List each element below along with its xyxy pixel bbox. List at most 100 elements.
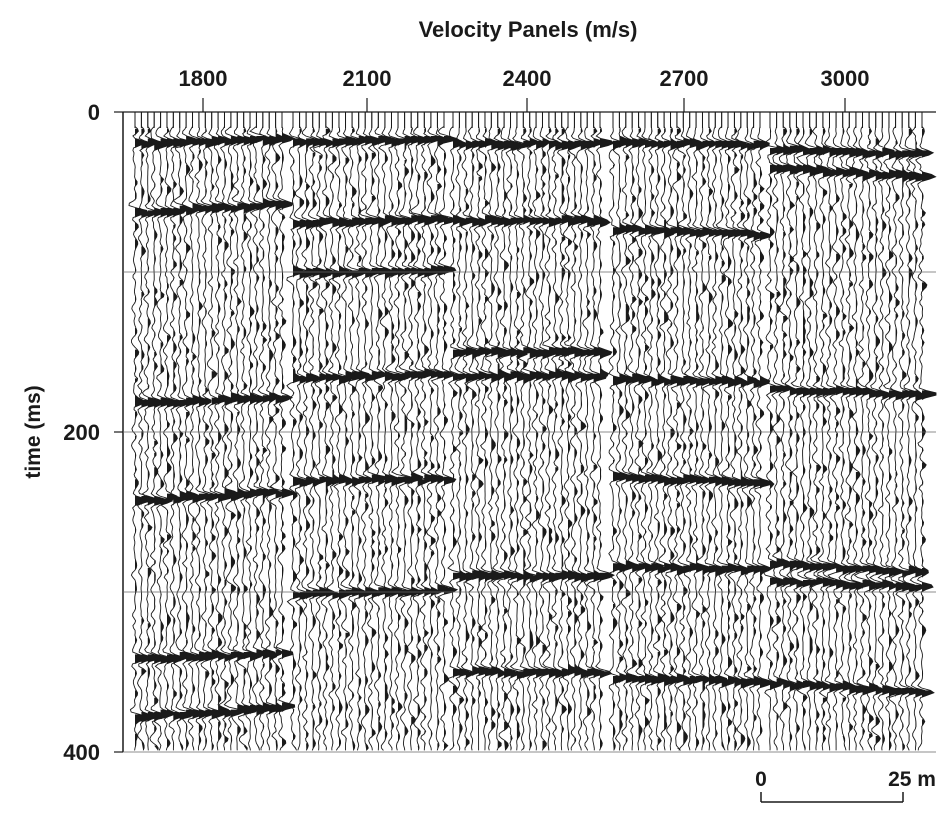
trace-wiggle (608, 112, 629, 751)
trace-fill (902, 131, 917, 751)
trace-wiggle (702, 112, 725, 751)
trace-wiggle (853, 112, 878, 751)
trace-wiggle (236, 112, 259, 751)
trace-wiggle (275, 112, 297, 751)
y-axis-label: time (ms) (22, 385, 45, 478)
trace-fill (384, 136, 399, 741)
trace-wiggle (869, 112, 890, 751)
trace-fill (319, 138, 333, 741)
panel-label-3000: 3000 (821, 66, 870, 91)
trace-wiggle (895, 112, 918, 751)
panel-2700 (608, 112, 775, 751)
trace-wiggle (509, 112, 532, 751)
trace-wiggle (650, 112, 673, 751)
trace-wiggle (485, 112, 507, 751)
trace-wiggle (286, 112, 309, 751)
scale-bar-start-label: 0 (755, 768, 767, 791)
trace-fill (908, 128, 923, 751)
trace-wiggle (398, 112, 419, 751)
trace-fill (619, 128, 632, 751)
trace-wiggle (213, 112, 232, 751)
trace-fill (836, 133, 848, 751)
trace-fill (829, 148, 843, 751)
y-tick-label: 200 (63, 420, 100, 445)
trace-wiggle (863, 112, 885, 751)
trace-wiggle (582, 112, 602, 751)
trace-wiggle (194, 112, 214, 751)
panel-label-2100: 2100 (343, 66, 392, 91)
trace-wiggle (612, 112, 633, 751)
trace-wiggle (556, 112, 577, 751)
trace-wiggle (515, 112, 538, 751)
trace-wiggle (754, 112, 775, 751)
trace-wiggle (522, 112, 544, 751)
trace-wiggle (633, 112, 653, 751)
trace-wiggle (537, 112, 556, 751)
trace-wiggle (721, 112, 743, 751)
trace-wiggle (727, 112, 747, 751)
trace-fill (325, 128, 338, 751)
trace-fill (849, 138, 864, 751)
trace-wiggle (172, 112, 195, 751)
trace-wiggle (293, 112, 315, 751)
trace-wiggle (313, 112, 334, 751)
y-tick-label: 0 (88, 100, 100, 125)
trace-wiggle (715, 112, 737, 751)
trace-wiggle (683, 112, 705, 751)
trace-wiggle (696, 112, 716, 751)
trace-wiggle (762, 112, 785, 751)
trace-wiggle (771, 112, 792, 751)
trace-wiggle (161, 112, 181, 751)
trace-wiggle (504, 112, 526, 751)
trace-wiggle (496, 112, 519, 751)
trace-wiggle (810, 112, 832, 751)
trace-wiggle (620, 112, 641, 751)
trace-wiggle (640, 112, 661, 751)
trace-wiggle (464, 112, 487, 751)
trace-wiggle (908, 112, 930, 751)
trace-fill (889, 133, 903, 751)
trace-fill (465, 128, 478, 749)
trace-wiggle (332, 112, 354, 751)
trace-wiggle (568, 112, 589, 751)
panel-label-1800: 1800 (179, 66, 228, 91)
panel-2400 (447, 112, 615, 751)
trace-wiggle (822, 112, 844, 751)
trace-fill (491, 140, 506, 732)
trace-wiggle (199, 112, 221, 751)
trace-wiggle (542, 112, 564, 751)
y-tick-label: 400 (63, 740, 100, 765)
panel-velocity-labels: 1800 2100 2400 2700 3000 (179, 66, 870, 112)
trace-wiggle (550, 112, 571, 751)
trace-wiggle (257, 112, 277, 751)
trace-wiggle (264, 112, 284, 751)
trace-wiggle (658, 112, 677, 751)
trace-wiggle (817, 112, 838, 751)
trace-wiggle (231, 112, 251, 751)
trace-wiggle (141, 112, 163, 751)
trace-wiggle (827, 112, 849, 751)
trace-fill (809, 128, 824, 746)
trace-wiggle (269, 112, 290, 751)
trace-wiggle (882, 112, 904, 751)
trace-fill (922, 128, 936, 734)
trace-wiggle (391, 112, 414, 751)
trace-wiggle (796, 112, 817, 751)
trace-wiggle (364, 112, 387, 751)
trace-fill (269, 128, 283, 751)
trace-wiggle (136, 112, 157, 751)
trace-wiggle (371, 112, 394, 751)
trace-wiggle (850, 112, 870, 751)
trace-fill (472, 140, 487, 746)
trace-wiggle (914, 112, 937, 751)
trace-fill (915, 136, 929, 751)
trace-fill (332, 138, 347, 748)
trace-wiggle (306, 112, 327, 751)
trace-fill (179, 128, 194, 751)
trace-wiggle (206, 112, 227, 751)
trace-wiggle (670, 112, 691, 751)
trace-wiggle (149, 112, 170, 751)
trace-fill (638, 128, 652, 741)
trace-wiggle (181, 112, 202, 751)
trace-fill (192, 138, 206, 751)
